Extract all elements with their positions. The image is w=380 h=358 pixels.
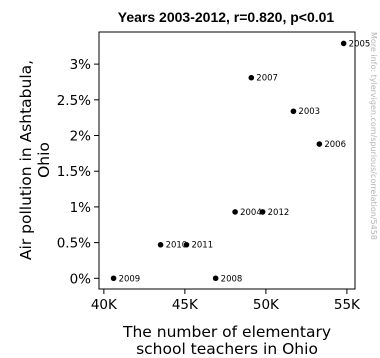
- x-tick-label: 50K: [253, 297, 280, 313]
- data-point-label: 2012: [268, 208, 290, 218]
- plot-frame: [98, 31, 356, 290]
- y-tick-label: 0%: [70, 271, 92, 287]
- y-axis-ticks: 0% 0.5% 1% 1.5% 2% 2.5% 3%: [57, 57, 99, 287]
- data-point: [232, 209, 238, 215]
- data-point-label: 2010: [166, 241, 188, 251]
- data-point: [316, 141, 323, 147]
- x-tick-label: 45K: [172, 297, 199, 313]
- y-tick-label: 2%: [70, 129, 92, 145]
- watermark: More info: tylervigen.com/spurious/corre…: [369, 32, 378, 240]
- data-point-label: 2005: [349, 39, 371, 49]
- data-point-label: 2007: [256, 74, 278, 84]
- data-point: [340, 40, 347, 47]
- x-axis-ticks: 40K 45K 50K 55K: [91, 289, 361, 313]
- x-tick-label: 55K: [334, 297, 361, 313]
- data-point-label: 2009: [119, 274, 141, 284]
- x-axis-label-line-2: school teachers in Ohio: [136, 340, 318, 358]
- y-axis-label: Air pollution in Ashtabula, Ohio: [17, 60, 53, 260]
- data-point-label: 2011: [191, 241, 213, 251]
- data-point-label: 2003: [298, 107, 320, 117]
- data-point-label: 2008: [221, 274, 243, 284]
- data-point: [183, 241, 190, 248]
- data-point: [110, 275, 117, 282]
- data-point: [248, 74, 255, 81]
- data-point: [212, 275, 219, 282]
- y-tick-label: 1.5%: [57, 164, 91, 180]
- data-point: [259, 209, 266, 215]
- data-points: 2003 2004 2005 2006 2007 2008 2009 2010 2011 2012: [110, 39, 371, 284]
- x-tick-label: 40K: [91, 297, 118, 313]
- y-axis-label-line-2: Ohio: [35, 142, 53, 178]
- y-tick-label: 2.5%: [57, 93, 91, 109]
- data-point-label: 2004: [240, 208, 262, 218]
- data-point-label: 2006: [324, 140, 346, 150]
- y-tick-label: 1%: [70, 200, 92, 216]
- y-tick-label: 3%: [70, 57, 92, 73]
- x-axis-label: The number of elementary school teachers…: [122, 323, 331, 358]
- x-axis-label-line-1: The number of elementary: [122, 323, 331, 341]
- data-point: [290, 108, 297, 115]
- chart-title: Years 2003-2012, r=0.820, p<0.01: [118, 9, 335, 25]
- y-tick-label: 0.5%: [57, 236, 91, 252]
- data-point: [157, 241, 164, 248]
- y-axis-label-line-1: Air pollution in Ashtabula,: [17, 60, 35, 260]
